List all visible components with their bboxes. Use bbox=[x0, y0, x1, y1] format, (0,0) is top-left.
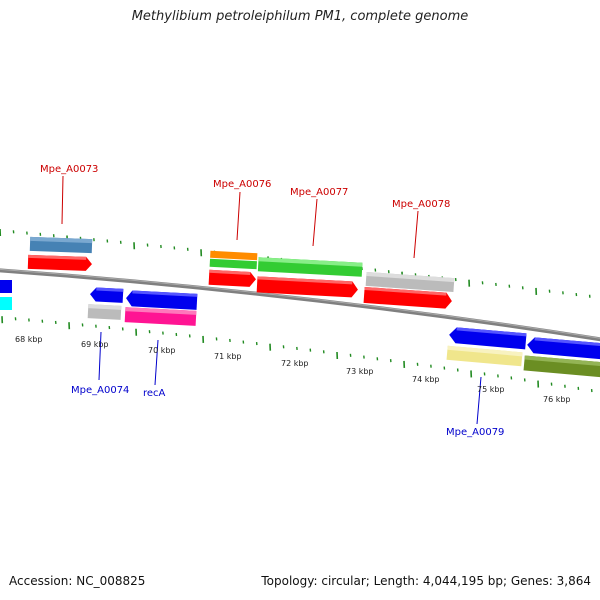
feature-mpe-a0078-bar[interactable] bbox=[365, 271, 455, 293]
gene-label-mpe-a0073[interactable]: Mpe_A0073 bbox=[40, 164, 98, 175]
genome-backbone bbox=[0, 268, 600, 342]
reverse-strand-features bbox=[0, 280, 600, 378]
lower-scale-ticks bbox=[1, 316, 593, 393]
gene-label-mpe-a0076[interactable]: Mpe_A0076 bbox=[213, 179, 271, 190]
gene-label-mpe-a0077[interactable]: Mpe_A0077 bbox=[290, 187, 348, 198]
feature-gene-red-arrow-3[interactable] bbox=[256, 276, 359, 298]
feature-mpe-a0079-bar[interactable] bbox=[446, 345, 523, 367]
scale-label-75: 75 kbp bbox=[477, 385, 505, 394]
feature-olive-bar[interactable] bbox=[523, 355, 600, 378]
gene-label-mpe-a0078[interactable]: Mpe_A0078 bbox=[392, 199, 450, 210]
feature-reca-bar[interactable] bbox=[124, 307, 197, 326]
forward-strand-features bbox=[27, 236, 455, 309]
scale-label-72: 72 kbp bbox=[281, 359, 309, 368]
feature-mpe-a0079-arrow[interactable] bbox=[448, 327, 527, 350]
scale-labels: 68 kbp 69 kbp 70 kbp 71 kbp 72 kbp 73 kb… bbox=[15, 335, 571, 404]
label-leader-lines bbox=[61, 175, 482, 425]
feature-right-edge-blue-arrow[interactable] bbox=[526, 337, 600, 360]
scale-label-74: 74 kbp bbox=[412, 375, 440, 384]
gene-label-mpe-a0079[interactable]: Mpe_A0079 bbox=[446, 427, 504, 438]
scale-label-73: 73 kbp bbox=[346, 367, 374, 376]
feature-mpe-a0073-bar[interactable] bbox=[29, 236, 93, 254]
feature-mpe-a0074-arrow[interactable] bbox=[90, 287, 124, 303]
scale-label-76: 76 kbp bbox=[543, 395, 571, 404]
scale-label-69: 69 kbp bbox=[81, 340, 109, 349]
feature-mpe-a0076-bars[interactable] bbox=[209, 250, 258, 270]
accession-text: Accession: NC_008825 bbox=[9, 574, 146, 588]
upper-scale-ticks bbox=[0, 228, 591, 298]
feature-left-edge-blue[interactable] bbox=[0, 280, 12, 310]
feature-reca-arrow[interactable] bbox=[126, 290, 198, 310]
map-title: Methylibium petroleiphilum PM1, complete… bbox=[131, 9, 469, 24]
gene-label-reca[interactable]: recA bbox=[143, 388, 166, 399]
scale-label-71: 71 kbp bbox=[214, 352, 242, 361]
feature-gene-red-arrow-1[interactable] bbox=[27, 254, 92, 271]
topology-summary-text: Topology: circular; Length: 4,044,195 bp… bbox=[261, 574, 591, 588]
feature-gene-red-arrow-2[interactable] bbox=[208, 269, 257, 287]
scale-label-68: 68 kbp bbox=[15, 335, 43, 344]
feature-mpe-a0074-bar[interactable] bbox=[87, 304, 122, 320]
scale-label-70: 70 kbp bbox=[148, 346, 176, 355]
gene-label-mpe-a0074[interactable]: Mpe_A0074 bbox=[71, 385, 129, 396]
feature-gene-red-arrow-4[interactable] bbox=[363, 286, 453, 309]
feature-mpe-a0077-bar[interactable] bbox=[257, 257, 363, 277]
